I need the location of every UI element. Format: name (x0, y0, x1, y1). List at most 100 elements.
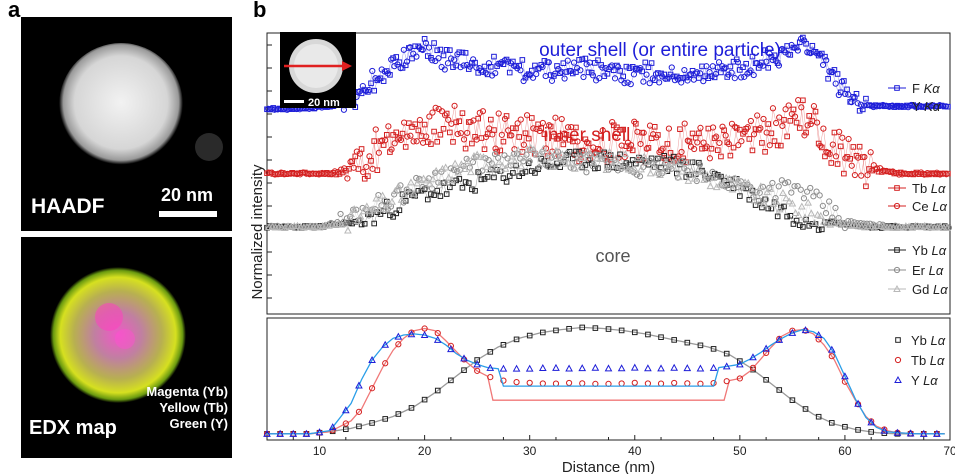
data-point (426, 179, 434, 187)
data-point (835, 91, 842, 99)
data-point (526, 158, 533, 165)
data-point (640, 129, 647, 136)
data-point (618, 327, 625, 334)
data-point (700, 78, 707, 85)
data-point (296, 171, 304, 178)
data-point (399, 130, 406, 137)
data-point (775, 183, 782, 190)
data-point (851, 171, 859, 179)
data-point (578, 364, 587, 372)
data-point (684, 339, 691, 346)
data-point (691, 145, 698, 153)
bottom-legend-entry: Tb Lα (894, 353, 945, 368)
x-tick-label: 20 (418, 444, 432, 458)
data-point (602, 165, 611, 173)
data-point (746, 196, 753, 203)
data-point (861, 153, 868, 161)
data-point (842, 90, 849, 98)
data-point (690, 174, 699, 182)
data-point (341, 165, 348, 172)
data-point (359, 207, 368, 215)
data-point (517, 116, 524, 123)
data-point (727, 152, 734, 159)
data-point (880, 426, 889, 434)
data-point (444, 173, 453, 181)
data-point (772, 197, 781, 205)
data-point (828, 420, 835, 426)
data-point (501, 164, 510, 172)
data-point (763, 58, 770, 65)
data-point (842, 423, 848, 430)
data-point (779, 188, 787, 196)
data-point (766, 184, 775, 192)
data-point (813, 210, 822, 218)
legend-marker (894, 247, 900, 253)
data-point (864, 102, 871, 109)
data-point (636, 173, 644, 180)
data-point (397, 65, 404, 72)
data-point (664, 141, 671, 147)
data-point (489, 131, 496, 138)
data-point (465, 180, 472, 186)
data-point (837, 143, 844, 150)
data-point (905, 171, 912, 178)
data-point (418, 46, 425, 53)
data-point (612, 154, 620, 162)
data-point (719, 63, 726, 70)
data-point (356, 88, 363, 95)
data-point (394, 136, 401, 143)
data-point (644, 364, 652, 372)
data-point (395, 411, 402, 417)
data-point (605, 326, 612, 332)
data-point (369, 67, 376, 75)
data-point (553, 327, 559, 334)
data-point (609, 118, 616, 126)
data-point (375, 75, 382, 83)
data-point (536, 127, 543, 134)
data-point (602, 65, 609, 72)
data-point (573, 159, 581, 166)
data-point (879, 101, 887, 109)
data-point (807, 50, 814, 57)
data-point (479, 167, 486, 174)
data-point (886, 103, 893, 110)
data-point (652, 156, 659, 163)
x-axis-label: Distance (nm) (562, 459, 655, 474)
data-point (778, 204, 784, 211)
data-point (495, 60, 502, 67)
data-point (722, 173, 731, 181)
data-point (514, 65, 521, 72)
data-point (661, 152, 667, 159)
data-point (418, 187, 425, 194)
data-point (612, 133, 619, 140)
data-point (447, 184, 453, 191)
data-point (832, 153, 840, 160)
data-point (826, 151, 833, 158)
data-point (906, 429, 915, 437)
data-point (525, 160, 532, 166)
data-point (478, 176, 485, 183)
data-point (516, 134, 522, 140)
data-point (943, 223, 951, 231)
legend-label: Y Kα (912, 99, 941, 114)
data-point (914, 170, 922, 178)
data-point (451, 159, 459, 167)
data-point (442, 112, 449, 119)
data-point (473, 150, 481, 158)
inset-arrow-head (342, 61, 352, 71)
data-point (645, 145, 652, 151)
bottom-series-y (263, 326, 945, 437)
data-point (485, 165, 494, 173)
data-point (583, 61, 590, 68)
data-point (733, 125, 740, 131)
data-point (781, 203, 787, 210)
data-point (443, 191, 450, 197)
data-point (605, 148, 614, 156)
data-point (759, 140, 765, 146)
data-point (363, 163, 370, 171)
data-point (274, 170, 282, 177)
data-point (754, 112, 761, 119)
data-point (522, 168, 529, 175)
data-point (708, 145, 715, 152)
data-point (358, 221, 365, 228)
